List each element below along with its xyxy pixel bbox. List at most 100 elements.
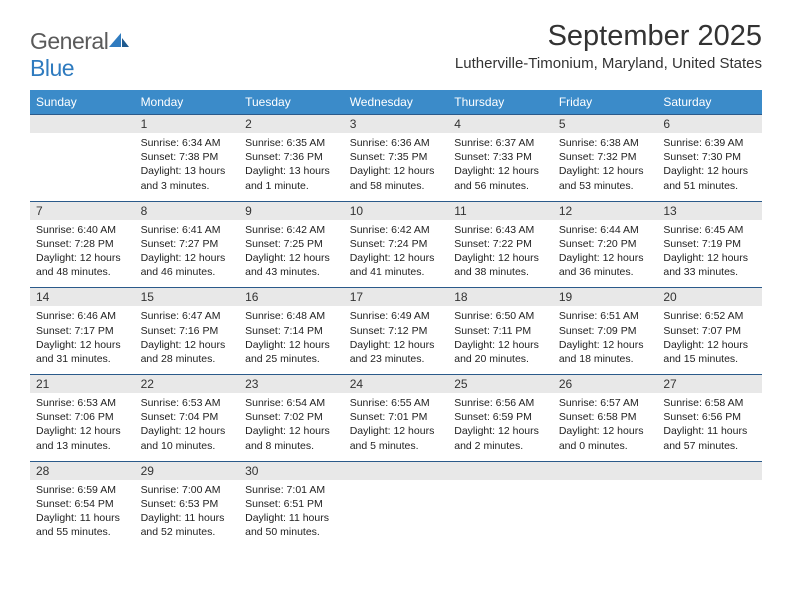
daylight-text: Daylight: 13 hours and 1 minute.: [245, 164, 338, 192]
weekday-row: SundayMondayTuesdayWednesdayThursdayFrid…: [30, 90, 762, 115]
daylight-text: Daylight: 12 hours and 46 minutes.: [141, 251, 234, 279]
sunrise-text: Sunrise: 6:36 AM: [350, 136, 443, 150]
day-cell: Sunrise: 6:39 AMSunset: 7:30 PMDaylight:…: [657, 133, 762, 201]
sunset-text: Sunset: 7:12 PM: [350, 324, 443, 338]
brand-text: GeneralBlue: [30, 28, 129, 82]
day-cell: Sunrise: 6:34 AMSunset: 7:38 PMDaylight:…: [135, 133, 240, 201]
sunset-text: Sunset: 7:07 PM: [663, 324, 756, 338]
day-cell: Sunrise: 6:42 AMSunset: 7:25 PMDaylight:…: [239, 220, 344, 288]
sunset-text: Sunset: 7:30 PM: [663, 150, 756, 164]
empty-cell: [30, 115, 135, 134]
empty-cell: [553, 480, 658, 548]
sunset-text: Sunset: 7:24 PM: [350, 237, 443, 251]
day-cell: Sunrise: 6:35 AMSunset: 7:36 PMDaylight:…: [239, 133, 344, 201]
day-cell: Sunrise: 6:37 AMSunset: 7:33 PMDaylight:…: [448, 133, 553, 201]
daylight-text: Daylight: 12 hours and 31 minutes.: [36, 338, 129, 366]
day-number: 29: [135, 461, 240, 480]
sunset-text: Sunset: 7:20 PM: [559, 237, 652, 251]
sunset-text: Sunset: 7:01 PM: [350, 410, 443, 424]
day-number: 19: [553, 288, 658, 307]
title-block: September 2025 Lutherville-Timonium, Mar…: [455, 20, 762, 72]
day-number: 15: [135, 288, 240, 307]
day-number: 30: [239, 461, 344, 480]
sunset-text: Sunset: 7:35 PM: [350, 150, 443, 164]
sunrise-text: Sunrise: 7:00 AM: [141, 483, 234, 497]
sunrise-text: Sunrise: 7:01 AM: [245, 483, 338, 497]
day-number: 8: [135, 201, 240, 220]
sunrise-text: Sunrise: 6:57 AM: [559, 396, 652, 410]
sunset-text: Sunset: 6:56 PM: [663, 410, 756, 424]
daylight-text: Daylight: 12 hours and 20 minutes.: [454, 338, 547, 366]
weekday-header: Saturday: [657, 90, 762, 115]
sunset-text: Sunset: 6:51 PM: [245, 497, 338, 511]
page-header: GeneralBlue September 2025 Lutherville-T…: [30, 20, 762, 82]
daylight-text: Daylight: 12 hours and 10 minutes.: [141, 424, 234, 452]
calendar-body: 123456Sunrise: 6:34 AMSunset: 7:38 PMDay…: [30, 115, 762, 548]
daynum-row: 21222324252627: [30, 375, 762, 394]
daylight-text: Daylight: 11 hours and 50 minutes.: [245, 511, 338, 539]
day-number: 17: [344, 288, 449, 307]
weekday-header: Friday: [553, 90, 658, 115]
empty-cell: [657, 461, 762, 480]
brand-part2: Blue: [30, 55, 74, 81]
sunset-text: Sunset: 6:58 PM: [559, 410, 652, 424]
day-number: 21: [30, 375, 135, 394]
sunrise-text: Sunrise: 6:35 AM: [245, 136, 338, 150]
daynum-row: 14151617181920: [30, 288, 762, 307]
sunset-text: Sunset: 7:36 PM: [245, 150, 338, 164]
location-text: Lutherville-Timonium, Maryland, United S…: [455, 55, 762, 72]
day-cell: Sunrise: 6:42 AMSunset: 7:24 PMDaylight:…: [344, 220, 449, 288]
day-cell: Sunrise: 6:43 AMSunset: 7:22 PMDaylight:…: [448, 220, 553, 288]
sunrise-text: Sunrise: 6:34 AM: [141, 136, 234, 150]
day-number: 24: [344, 375, 449, 394]
day-number: 2: [239, 115, 344, 134]
sunrise-text: Sunrise: 6:48 AM: [245, 309, 338, 323]
sunset-text: Sunset: 6:59 PM: [454, 410, 547, 424]
day-cell: Sunrise: 6:52 AMSunset: 7:07 PMDaylight:…: [657, 306, 762, 374]
sunset-text: Sunset: 7:17 PM: [36, 324, 129, 338]
day-cell: Sunrise: 7:01 AMSunset: 6:51 PMDaylight:…: [239, 480, 344, 548]
daylight-text: Daylight: 12 hours and 13 minutes.: [36, 424, 129, 452]
sunset-text: Sunset: 7:19 PM: [663, 237, 756, 251]
sunrise-text: Sunrise: 6:47 AM: [141, 309, 234, 323]
day-cell: Sunrise: 6:54 AMSunset: 7:02 PMDaylight:…: [239, 393, 344, 461]
sunrise-text: Sunrise: 6:56 AM: [454, 396, 547, 410]
sunrise-text: Sunrise: 6:53 AM: [36, 396, 129, 410]
daylight-text: Daylight: 12 hours and 43 minutes.: [245, 251, 338, 279]
sunset-text: Sunset: 7:11 PM: [454, 324, 547, 338]
day-cell: Sunrise: 6:41 AMSunset: 7:27 PMDaylight:…: [135, 220, 240, 288]
empty-cell: [344, 461, 449, 480]
empty-cell: [448, 480, 553, 548]
sunset-text: Sunset: 7:16 PM: [141, 324, 234, 338]
sunrise-text: Sunrise: 6:55 AM: [350, 396, 443, 410]
daylight-text: Daylight: 12 hours and 41 minutes.: [350, 251, 443, 279]
sunrise-text: Sunrise: 6:40 AM: [36, 223, 129, 237]
content-row: Sunrise: 6:59 AMSunset: 6:54 PM Daylight:…: [30, 480, 762, 548]
day-cell: Sunrise: 6:46 AMSunset: 7:17 PMDaylight:…: [30, 306, 135, 374]
daylight-text: Daylight: 12 hours and 28 minutes.: [141, 338, 234, 366]
daylight-text: Daylight: 12 hours and 18 minutes.: [559, 338, 652, 366]
day-cell: Sunrise: 6:53 AMSunset: 7:04 PMDaylight:…: [135, 393, 240, 461]
sunrise-text: Sunrise: 6:45 AM: [663, 223, 756, 237]
sunset-text: Sunset: 7:38 PM: [141, 150, 234, 164]
sunset-text: Sunset: 6:54 PM: [36, 497, 129, 511]
day-number: 1: [135, 115, 240, 134]
sunrise-text: Sunrise: 6:38 AM: [559, 136, 652, 150]
sunrise-text: Sunrise: 6:52 AM: [663, 309, 756, 323]
day-number: 26: [553, 375, 658, 394]
sunset-text: Sunset: 7:25 PM: [245, 237, 338, 251]
brand-logo: GeneralBlue: [30, 20, 129, 82]
sunrise-text: Sunrise: 6:59 AM: [36, 483, 129, 497]
sunrise-text: Sunrise: 6:44 AM: [559, 223, 652, 237]
content-row: Sunrise: 6:40 AMSunset: 7:28 PMDaylight:…: [30, 220, 762, 288]
day-cell: Sunrise: 6:49 AMSunset: 7:12 PMDaylight:…: [344, 306, 449, 374]
sunset-text: Sunset: 6:53 PM: [141, 497, 234, 511]
empty-cell: [344, 480, 449, 548]
sunrise-text: Sunrise: 6:49 AM: [350, 309, 443, 323]
day-cell: Sunrise: 6:56 AMSunset: 6:59 PMDaylight:…: [448, 393, 553, 461]
sunset-text: Sunset: 7:14 PM: [245, 324, 338, 338]
sunset-text: Sunset: 7:27 PM: [141, 237, 234, 251]
day-number: 3: [344, 115, 449, 134]
day-cell: Sunrise: 6:50 AMSunset: 7:11 PMDaylight:…: [448, 306, 553, 374]
weekday-header: Sunday: [30, 90, 135, 115]
